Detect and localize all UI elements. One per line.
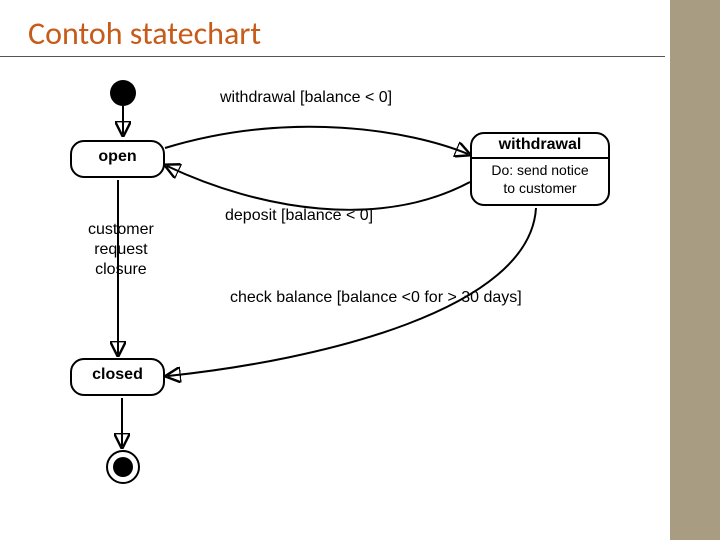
edge-open-withdrawal: [165, 127, 468, 154]
sidebar-stripe: [670, 0, 720, 540]
edge-withdrawal-closed: [168, 208, 536, 376]
statechart-diagram: open withdrawal Do: send notice to custo…: [40, 70, 650, 500]
edge-withdrawal-open: [167, 166, 470, 210]
page-title: Contoh statechart: [28, 14, 261, 53]
title-underline: [0, 56, 665, 57]
transitions-svg: [40, 70, 650, 500]
